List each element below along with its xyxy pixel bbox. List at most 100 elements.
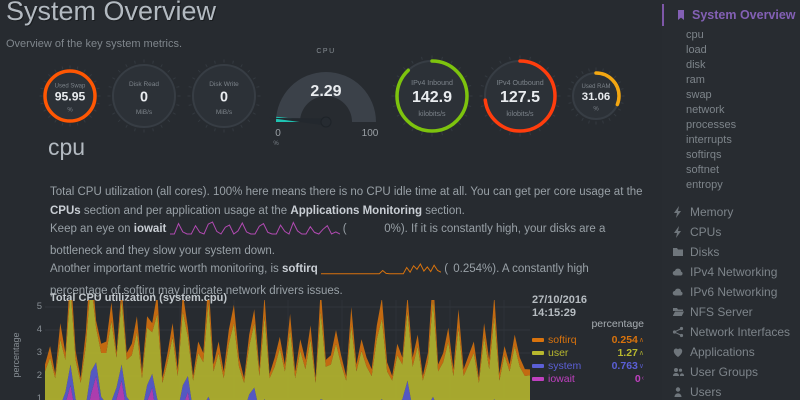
softirq-sparkline[interactable] — [321, 262, 442, 282]
page-subtitle: Overview of the key system metrics. — [6, 38, 183, 50]
svg-text:kilobits/s: kilobits/s — [418, 110, 446, 118]
paren-open: ( — [444, 263, 449, 275]
legend-label: system — [548, 359, 582, 372]
svg-text:CPU: CPU — [316, 48, 335, 55]
svg-text:%: % — [273, 141, 279, 147]
sidebar-item-ipv6-networking[interactable]: IPv6 Networking — [662, 282, 800, 302]
y-tick-3: 3 — [36, 347, 42, 358]
chart-time-value: 14:15:29 — [532, 307, 577, 319]
legend-item-iowait[interactable]: iowait 0 ‹ — [532, 372, 644, 385]
sidebar-section-label: Disks — [690, 245, 720, 259]
paragraph-text: Total CPU utilization (all cores). 100% … — [50, 186, 643, 198]
sidebar-subitem-interrupts[interactable]: interrupts — [686, 134, 732, 146]
chart-legend: percentage softirq 0.254 ∧ user 1.27 ∧ s… — [532, 318, 644, 385]
legend-swatch — [532, 337, 544, 342]
legend-item-softirq[interactable]: softirq 0.254 ∧ — [532, 333, 644, 346]
iowait-sparkline[interactable] — [169, 220, 340, 242]
sidebar-subitem-load[interactable]: load — [686, 44, 707, 56]
sidebar-subitem-cpu[interactable]: cpu — [686, 29, 704, 41]
y-tick-4: 4 — [36, 324, 42, 335]
gauge-disk-write[interactable]: Disk Write 0 MiB/s — [186, 58, 262, 139]
sidebar-item-ipv4-networking[interactable]: IPv4 Networking — [662, 262, 800, 282]
svg-text:95.95: 95.95 — [55, 89, 86, 103]
sidebar-sections: Memory CPUs Disks IPv4 Networking IPv6 Netwo… — [662, 202, 800, 400]
cloud-icon — [672, 286, 684, 298]
bolt-icon — [672, 206, 684, 218]
cpu-utilization-chart[interactable] — [45, 300, 530, 400]
legend-value: 0.254 — [611, 333, 638, 346]
sidebar-item-nfs-server[interactable]: NFS Server — [662, 302, 800, 322]
sidebar-section-label: Users — [690, 385, 722, 399]
svg-text:142.9: 142.9 — [412, 88, 452, 105]
cpu-paragraph-3: Another important metric worth monitorin… — [50, 260, 644, 300]
gauges-row: Used Swap 95.95 % Disk Read 0 MiB/s Disk… — [30, 46, 634, 150]
softirq-current-value: 0.254 — [453, 263, 483, 275]
heartbeat-icon — [672, 346, 684, 358]
sidebar-section-label: IPv6 Networking — [690, 285, 778, 299]
chart-timestamp: 27/10/2016 14:15:29 — [532, 294, 587, 320]
legend-value: 1.27 — [617, 346, 638, 359]
svg-text:0: 0 — [220, 89, 228, 105]
gauge-disk-read[interactable]: Disk Read 0 MiB/s — [106, 58, 182, 139]
svg-text:2.29: 2.29 — [310, 83, 341, 100]
bookmark-icon — [675, 9, 687, 21]
sidebar-item-users[interactable]: Users — [662, 382, 800, 400]
sidebar-menu: System Overview cpu load disk ram swap network… — [662, 0, 800, 400]
sidebar-subitem-swap[interactable]: swap — [686, 89, 712, 101]
sidebar-item-system-overview[interactable]: System Overview — [662, 4, 800, 26]
gauge-cpu[interactable]: CPU 2.29 0 100 % — [266, 44, 386, 153]
legend-item-system[interactable]: system 0.763 ∨ — [532, 359, 644, 372]
page-title: System Overview — [6, 0, 217, 26]
section-heading-cpu: cpu — [48, 134, 86, 160]
share-icon — [672, 326, 684, 338]
cpu-paragraph-1: Total CPU utilization (all cores). 100% … — [50, 183, 644, 220]
legend-value: 0.763 — [611, 359, 638, 372]
cloud-icon — [672, 266, 684, 278]
sidebar-active-label: System Overview — [692, 8, 796, 22]
svg-text:IPv4 Inbound: IPv4 Inbound — [411, 79, 453, 87]
svg-text:MiB/s: MiB/s — [136, 109, 153, 116]
sidebar-item-network-interfaces[interactable]: Network Interfaces — [662, 322, 800, 342]
sidebar-subitem-network[interactable]: network — [686, 104, 725, 116]
paragraph-text: Keep an eye on — [50, 223, 134, 235]
paragraph-text: Another important metric worth monitorin… — [50, 263, 283, 275]
gauge-used-ram[interactable]: Used RAM 31.06 % — [566, 66, 626, 131]
softirq-keyword: softirq — [282, 263, 318, 275]
sidebar-item-disks[interactable]: Disks — [662, 242, 800, 262]
sidebar-section-label: NFS Server — [690, 305, 753, 319]
sidebar-section-label: User Groups — [690, 365, 759, 379]
sidebar-item-memory[interactable]: Memory — [662, 202, 800, 222]
y-tick-5: 5 — [36, 301, 42, 312]
sidebar-subitem-entropy[interactable]: entropy — [686, 179, 723, 191]
cpus-section-ref: CPUs — [50, 204, 81, 217]
main-content: System Overview Overview of the key syst… — [6, 0, 644, 400]
legend-rows: softirq 0.254 ∧ user 1.27 ∧ system 0.763… — [532, 333, 644, 385]
sidebar-section-label: Memory — [690, 205, 734, 219]
svg-text:100: 100 — [362, 128, 379, 139]
sidebar-subitem-softirqs[interactable]: softirqs — [686, 149, 722, 161]
sidebar-item-applications[interactable]: Applications — [662, 342, 800, 362]
gauge-ipv4-outbound[interactable]: IPv4 Outbound 127.5 kilobits/s — [478, 54, 562, 143]
sidebar-item-user-groups[interactable]: User Groups — [662, 362, 800, 382]
sidebar-item-cpus[interactable]: CPUs — [662, 222, 800, 242]
legend-item-user[interactable]: user 1.27 ∧ — [532, 346, 644, 359]
legend-trend-icon: ‹ — [641, 375, 644, 382]
sidebar-section-label: Applications — [690, 345, 755, 359]
chart-date-value: 27/10/2016 — [532, 294, 588, 306]
gauge-ipv4-inbound[interactable]: IPv4 Inbound 142.9 kilobits/s — [390, 54, 474, 143]
svg-text:%: % — [593, 106, 599, 112]
folder-open-icon — [672, 306, 684, 318]
sidebar-subitem-processes[interactable]: processes — [686, 119, 737, 131]
users-icon — [672, 366, 684, 378]
sidebar-subitem-disk[interactable]: disk — [686, 59, 706, 71]
legend-trend-icon: ∨ — [638, 362, 644, 370]
legend-unit-header: percentage — [591, 318, 644, 330]
svg-text:127.5: 127.5 — [500, 88, 540, 105]
user-icon — [672, 386, 684, 398]
iowait-current-value: 0 — [384, 223, 391, 235]
sidebar-subitem-ram[interactable]: ram — [686, 74, 705, 86]
paragraph-text: %). If it is constantly high, your disks… — [50, 223, 606, 257]
svg-text:31.06: 31.06 — [582, 91, 611, 103]
sidebar-subitem-softnet[interactable]: softnet — [686, 164, 720, 176]
gauge-used-swap[interactable]: Used Swap 95.95 % — [38, 64, 102, 133]
